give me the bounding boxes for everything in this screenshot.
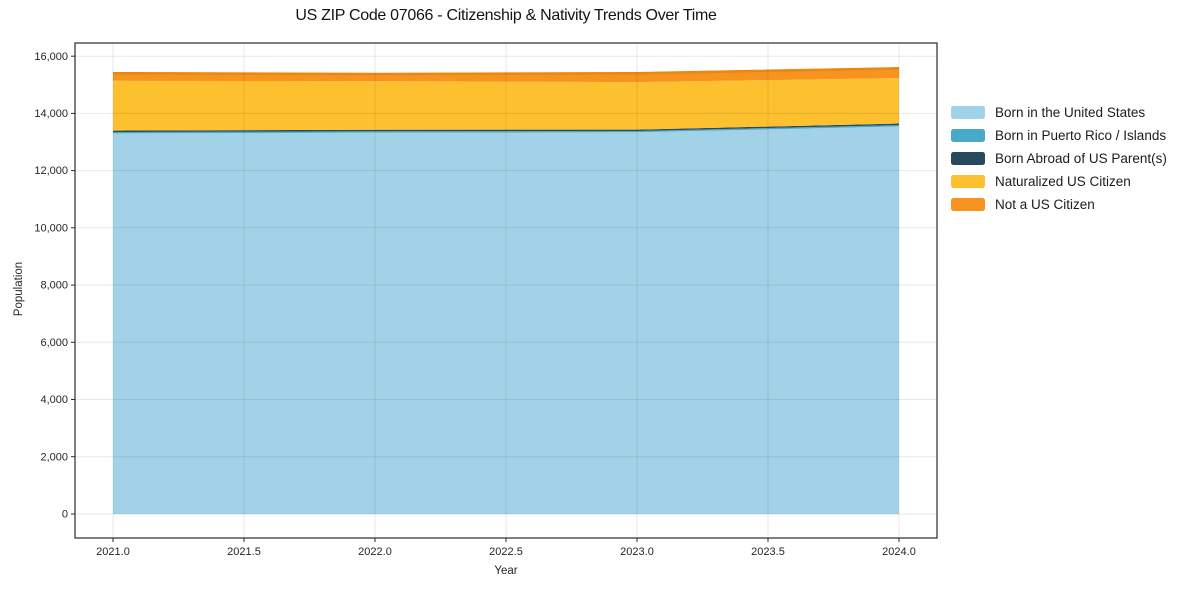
legend-item: Born in Puerto Rico / Islands xyxy=(951,126,1167,144)
legend-swatch xyxy=(951,151,985,165)
area-born-abroad-of-us-parent-s- xyxy=(113,123,899,133)
svg-text:2022.0: 2022.0 xyxy=(358,546,392,558)
svg-text:4,000: 4,000 xyxy=(40,394,68,406)
area-naturalized-us-citizen xyxy=(113,78,899,131)
legend-label: Naturalized US Citizen xyxy=(995,173,1131,189)
x-tick-labels: 2021.0 2021.5 2022.0 2022.5 2023.0 2023.5 2024… xyxy=(96,546,916,558)
legend-label: Born in the United States xyxy=(995,104,1146,120)
legend-label: Born in Puerto Rico / Islands xyxy=(995,127,1167,143)
area-born-in-puerto-rico-islands xyxy=(113,125,899,134)
svg-text:16,000: 16,000 xyxy=(34,51,68,63)
legend-swatch xyxy=(951,105,985,119)
svg-text:2022.5: 2022.5 xyxy=(489,546,523,558)
svg-text:2023.5: 2023.5 xyxy=(751,546,785,558)
stack-top-edge xyxy=(112,67,900,76)
svg-text:0: 0 xyxy=(62,509,68,521)
legend-swatch xyxy=(951,128,985,142)
x-axis-label: Year xyxy=(494,565,518,577)
chart-title: US ZIP Code 07066 - Citizenship & Nativi… xyxy=(295,7,717,24)
svg-text:12,000: 12,000 xyxy=(34,165,68,177)
svg-text:2,000: 2,000 xyxy=(40,451,68,463)
area-born-in-the-united-states xyxy=(113,126,899,515)
legend-item: Naturalized US Citizen xyxy=(951,172,1167,190)
svg-text:8,000: 8,000 xyxy=(40,280,68,292)
axis-ticks xyxy=(71,55,900,542)
svg-text:6,000: 6,000 xyxy=(40,337,68,349)
y-tick-labels: 0 2,000 4,000 6,000 8,000 10,000 12,000 14,000 1… xyxy=(34,51,68,521)
area-series-group xyxy=(112,67,900,515)
svg-text:2021.5: 2021.5 xyxy=(227,546,261,558)
legend-label: Born Abroad of US Parent(s) xyxy=(995,150,1167,166)
legend: Born in the United States Born in Puerto … xyxy=(951,103,1167,218)
svg-text:14,000: 14,000 xyxy=(34,108,68,120)
svg-text:10,000: 10,000 xyxy=(34,222,68,234)
legend-swatch xyxy=(951,197,985,211)
legend-swatch xyxy=(951,174,985,188)
svg-text:2024.0: 2024.0 xyxy=(882,546,916,558)
legend-item: Not a US Citizen xyxy=(951,195,1167,213)
legend-item: Born Abroad of US Parent(s) xyxy=(951,149,1167,167)
svg-text:2021.0: 2021.0 xyxy=(96,546,130,558)
legend-label: Not a US Citizen xyxy=(995,196,1095,212)
svg-text:2023.0: 2023.0 xyxy=(620,546,654,558)
legend-item: Born in the United States xyxy=(951,103,1167,121)
gridlines xyxy=(75,43,937,538)
y-axis-label: Population xyxy=(13,261,25,317)
